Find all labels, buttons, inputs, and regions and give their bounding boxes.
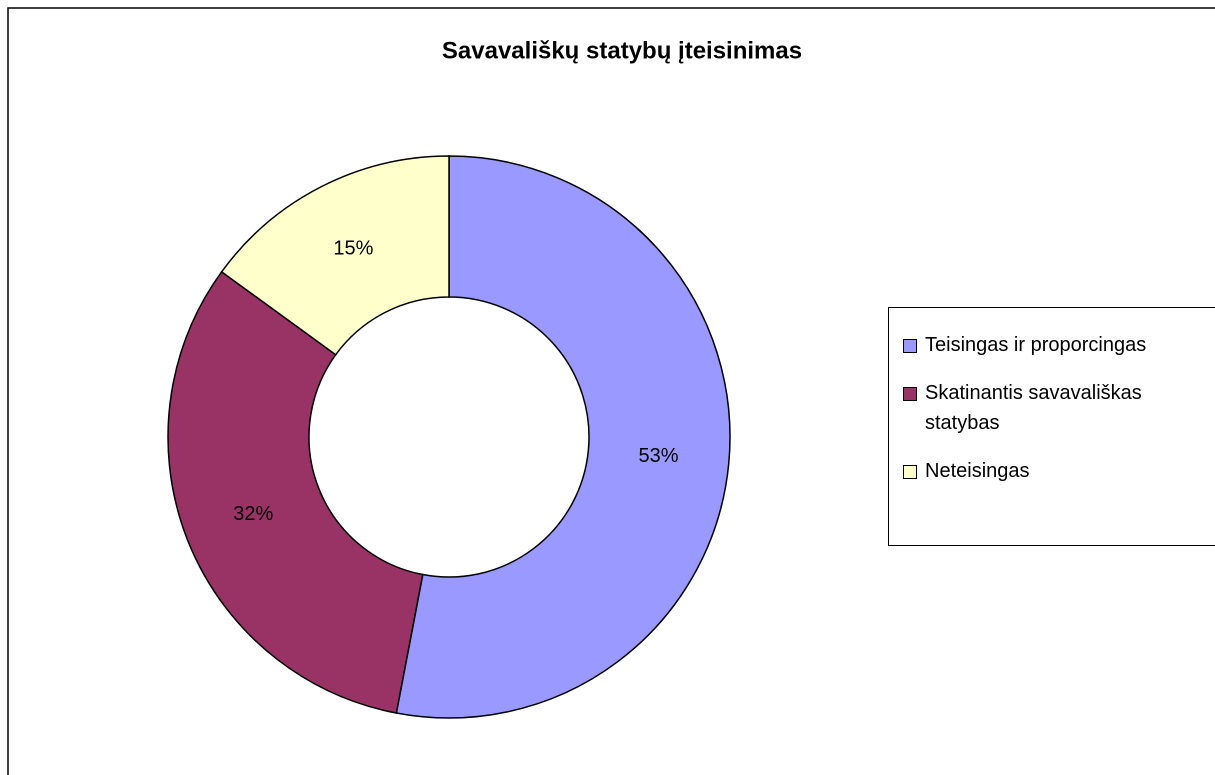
legend-label: Teisingas ir proporcingas [925, 334, 1147, 356]
data-label: 53% [639, 445, 679, 467]
legend-label: Skatinantis savavališkas statybas [925, 382, 1142, 434]
legend-swatch [903, 465, 917, 479]
legend-item: Skatinantis savavališkas statybas [903, 378, 1203, 438]
legend-swatch [903, 339, 917, 353]
legend-label: Neteisingas [925, 460, 1030, 482]
donut-slice [395, 155, 731, 719]
legend-item: Teisingas ir proporcingas [903, 330, 1203, 360]
data-label: 32% [233, 503, 273, 525]
legend-swatch [903, 387, 917, 401]
donut-slice [220, 155, 450, 356]
legend: Teisingas ir proporcingas Skatinantis sav… [888, 307, 1215, 546]
chart-title: Savavališkų statybų įteisinimas [442, 37, 802, 64]
legend-item: Neteisingas [903, 456, 1203, 486]
donut-slice [167, 270, 424, 714]
data-label: 15% [333, 238, 373, 260]
